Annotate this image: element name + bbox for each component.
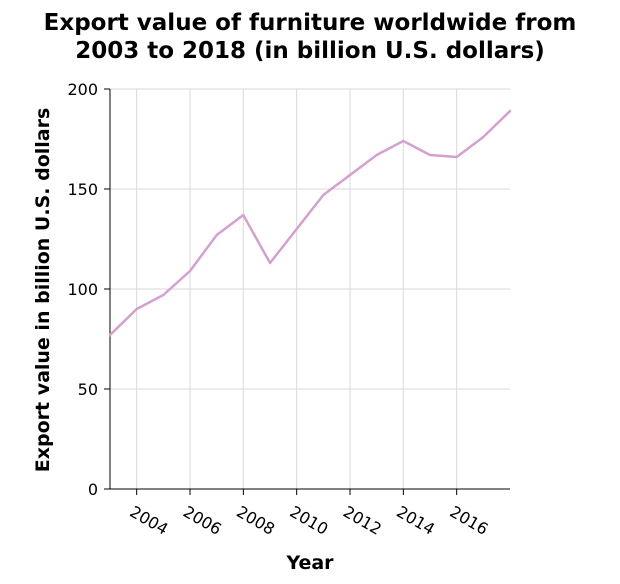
- x-tick-label: 2006: [180, 502, 225, 539]
- x-tick-label: 2016: [447, 502, 492, 539]
- y-tick-label: 0: [88, 480, 98, 499]
- y-tick-label: 200: [67, 80, 98, 99]
- x-tick-label: 2010: [287, 502, 332, 539]
- axes: [104, 88, 510, 495]
- x-tick-label: 2014: [393, 502, 438, 539]
- x-tick-label: 2004: [127, 502, 172, 539]
- chart-title-line-2: 2003 to 2018 (in billion U.S. dollars): [75, 38, 545, 64]
- x-axis-label: Year: [285, 552, 334, 574]
- tick-labels: 0 50 100 150 200 2004 2006 2008 2010 2012 2014 2016: [67, 80, 491, 539]
- y-axis-label: Export value in billion U.S. dollars: [32, 108, 54, 473]
- series-line: [108, 109, 512, 337]
- y-tick-label: 50: [78, 380, 98, 399]
- y-tick-label: 100: [67, 280, 98, 299]
- chart-title-line-1: Export value of furniture worldwide from: [44, 10, 577, 36]
- x-tick-label: 2012: [340, 502, 385, 539]
- series-layer: [108, 109, 512, 337]
- x-tick-label: 2008: [233, 502, 278, 539]
- y-tick-label: 150: [67, 180, 98, 199]
